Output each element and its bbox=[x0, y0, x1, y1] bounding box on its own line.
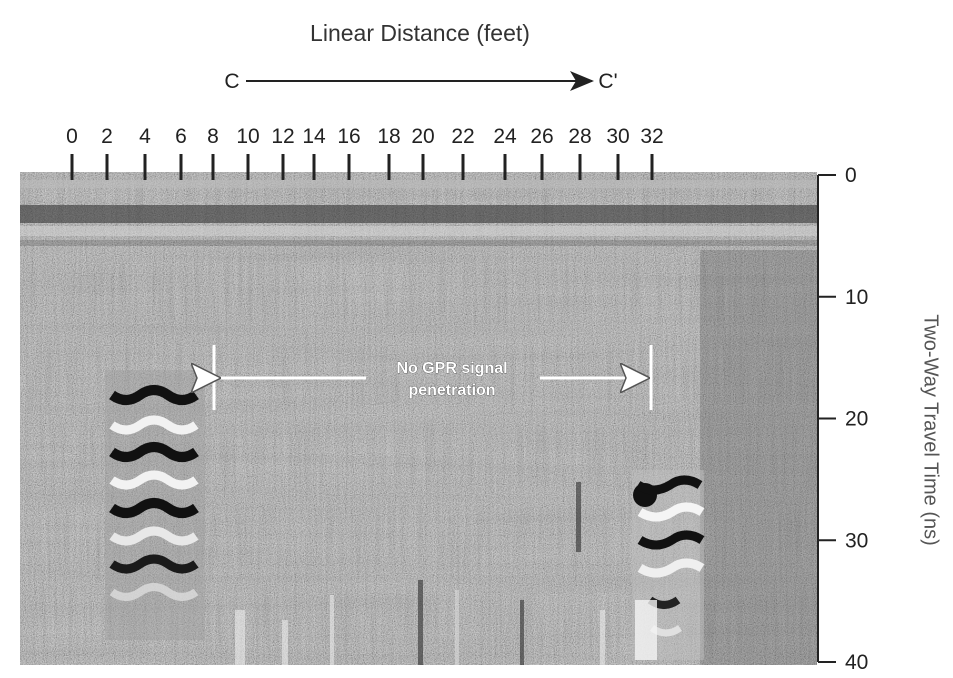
x-tick-label: 0 bbox=[66, 125, 78, 148]
right-anomaly bbox=[632, 470, 705, 660]
y-tick-label: 30 bbox=[845, 529, 868, 552]
annotation-line1: No GPR signal bbox=[396, 360, 507, 377]
x-tick-label: 32 bbox=[640, 125, 663, 148]
y-tick-label: 10 bbox=[845, 286, 868, 309]
section-end-label: C' bbox=[598, 70, 617, 93]
x-tick-label: 26 bbox=[530, 125, 553, 148]
section-start-label: C bbox=[224, 70, 239, 93]
x-tick-label: 30 bbox=[606, 125, 629, 148]
x-tick-label: 18 bbox=[377, 125, 400, 148]
y-tick-label: 40 bbox=[845, 651, 868, 674]
x-tick-label: 14 bbox=[302, 125, 326, 148]
y-tick-label: 0 bbox=[845, 164, 857, 187]
y-axis: 0 10 20 30 40 bbox=[817, 164, 868, 674]
section-line: C C' bbox=[224, 70, 617, 93]
x-tick-label: 12 bbox=[271, 125, 294, 148]
x-tick-label: 22 bbox=[451, 125, 474, 148]
signal-streaks bbox=[235, 482, 605, 665]
left-anomaly bbox=[105, 370, 205, 640]
x-tick-label: 24 bbox=[493, 125, 517, 148]
x-tick-label: 10 bbox=[236, 125, 259, 148]
x-tick-label: 4 bbox=[139, 125, 151, 148]
x-tick-label: 28 bbox=[568, 125, 591, 148]
x-tick-label: 6 bbox=[175, 125, 187, 148]
radargram-image bbox=[20, 172, 817, 665]
x-axis: 0 2 4 6 8 10 12 14 16 18 20 22 24 26 28 30 32 bbox=[66, 125, 664, 180]
y-tick-label: 20 bbox=[845, 408, 868, 431]
x-tick-label: 20 bbox=[411, 125, 434, 148]
no-signal-annotation: No GPR signal penetration bbox=[214, 345, 653, 410]
x-tick-label: 16 bbox=[337, 125, 360, 148]
x-tick-label: 2 bbox=[101, 125, 113, 148]
chart-title: Linear Distance (feet) bbox=[310, 20, 530, 46]
annotation-line2: penetration bbox=[408, 382, 495, 399]
x-tick-label: 8 bbox=[207, 125, 219, 148]
